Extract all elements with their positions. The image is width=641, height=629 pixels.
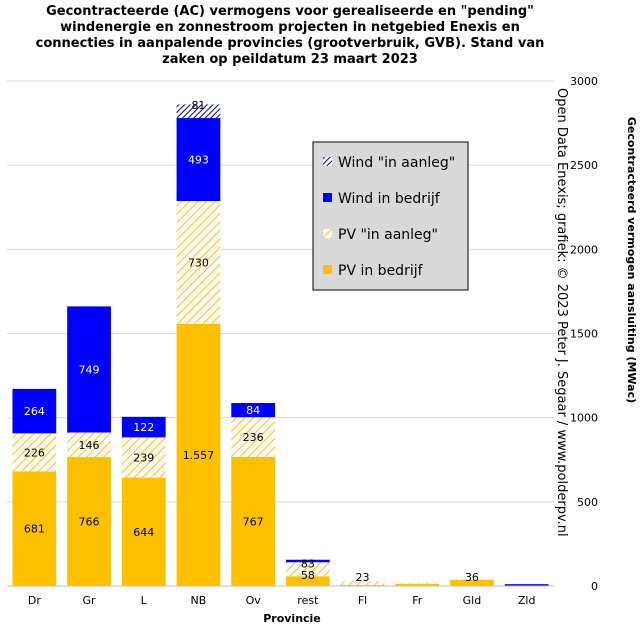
x-tick-label: rest [297,594,319,607]
x-tick-label: Ov [246,594,262,607]
bar-segment [340,584,385,586]
bar-segment [450,578,494,580]
bar-segment [176,323,221,586]
x-axis-label: Provincie [263,612,321,625]
data-label: 749 [79,363,100,376]
bar-segment [12,433,57,472]
data-label: 23 [356,571,370,584]
chart-title-line-1: Gecontracteerde (AC) vermogens voor gere… [46,4,534,19]
x-tick-label: Zld [518,594,536,607]
y-axis-label: Gecontracteerd vermogen aansluiting (MWa… [625,117,638,403]
y-tick-label: 1000 [570,412,598,425]
bar-segment [395,582,440,584]
chart-title-line-2: windenergie en zonnestroom projecten in … [60,20,520,35]
data-label: 83 [301,557,315,570]
bar-segment [285,559,330,563]
data-label: 730 [188,256,209,269]
bar-segment [12,388,57,434]
chart-title: Gecontracteerde (AC) vermogens voor gere… [10,4,570,68]
bar-segment [504,584,549,586]
legend-swatch [323,265,332,274]
y-tick-label: 3000 [570,75,598,88]
bar-segment [121,416,166,438]
x-tick-label: Fl [358,594,367,607]
x-tick-label: L [141,594,148,607]
bar-segment [67,457,111,586]
bar-segment [285,576,330,586]
bar-segment [231,456,276,586]
legend-swatch [323,157,332,166]
data-label: 36 [465,571,479,584]
bar-segment [450,579,494,586]
data-label: 681 [24,523,45,536]
data-label: 84 [246,404,260,417]
y-tick-label: 2000 [570,243,598,256]
data-label: 146 [79,439,100,452]
bar-segment [176,104,221,119]
watermark-text: Open Data Enexis; grafiek: © 2023 Peter … [554,88,569,537]
legend-swatch [323,193,332,202]
data-label: 644 [133,526,154,539]
legend-swatch [323,229,332,238]
bar-segment [121,437,166,478]
bar-segment [121,477,166,586]
bar-segment [340,581,385,585]
data-label: 766 [79,516,100,529]
chart-title-line-3: connecties in aanpalende provincies (gro… [35,36,545,51]
bar-segment [231,417,276,457]
legend-box [312,141,469,291]
legend-entry: PV "in aanleg" [338,227,438,243]
bar-segment [67,306,111,433]
bar-segment [67,432,111,458]
bar-segment [285,562,330,577]
data-label: 236 [243,431,264,444]
x-tick-label: NB [191,594,207,607]
data-label: 239 [133,451,154,464]
chart-title-line-4: zaken op peildatum 23 maart 2023 [162,52,418,67]
x-tick-label: Gr [83,594,97,607]
data-label: 58 [301,569,315,582]
data-label: 122 [133,421,154,434]
data-label: 226 [24,446,45,459]
data-label: 1.557 [183,449,215,462]
y-tick-label: 0 [591,580,598,593]
x-tick-label: Fr [412,594,423,607]
data-label: 81 [191,99,205,112]
bar-segment [176,118,221,202]
bar-segment [395,583,440,586]
x-tick-label: Gld [463,594,482,607]
legend-entry: Wind "in aanleg" [338,155,455,171]
data-label: 767 [243,515,264,528]
bar-segment [231,403,276,418]
data-label: 493 [188,154,209,167]
x-tick-label: Dr [28,594,41,607]
y-tick-label: 2500 [570,159,598,172]
legend-entry: PV in bedrijf [338,263,424,279]
y-tick-label: 500 [577,496,598,509]
legend-entry: Wind in bedrijf [338,191,441,207]
y-tick-label: 1500 [570,328,598,341]
data-label: 264 [24,405,45,418]
bar-segment [176,201,221,324]
bar-segment [12,471,57,586]
